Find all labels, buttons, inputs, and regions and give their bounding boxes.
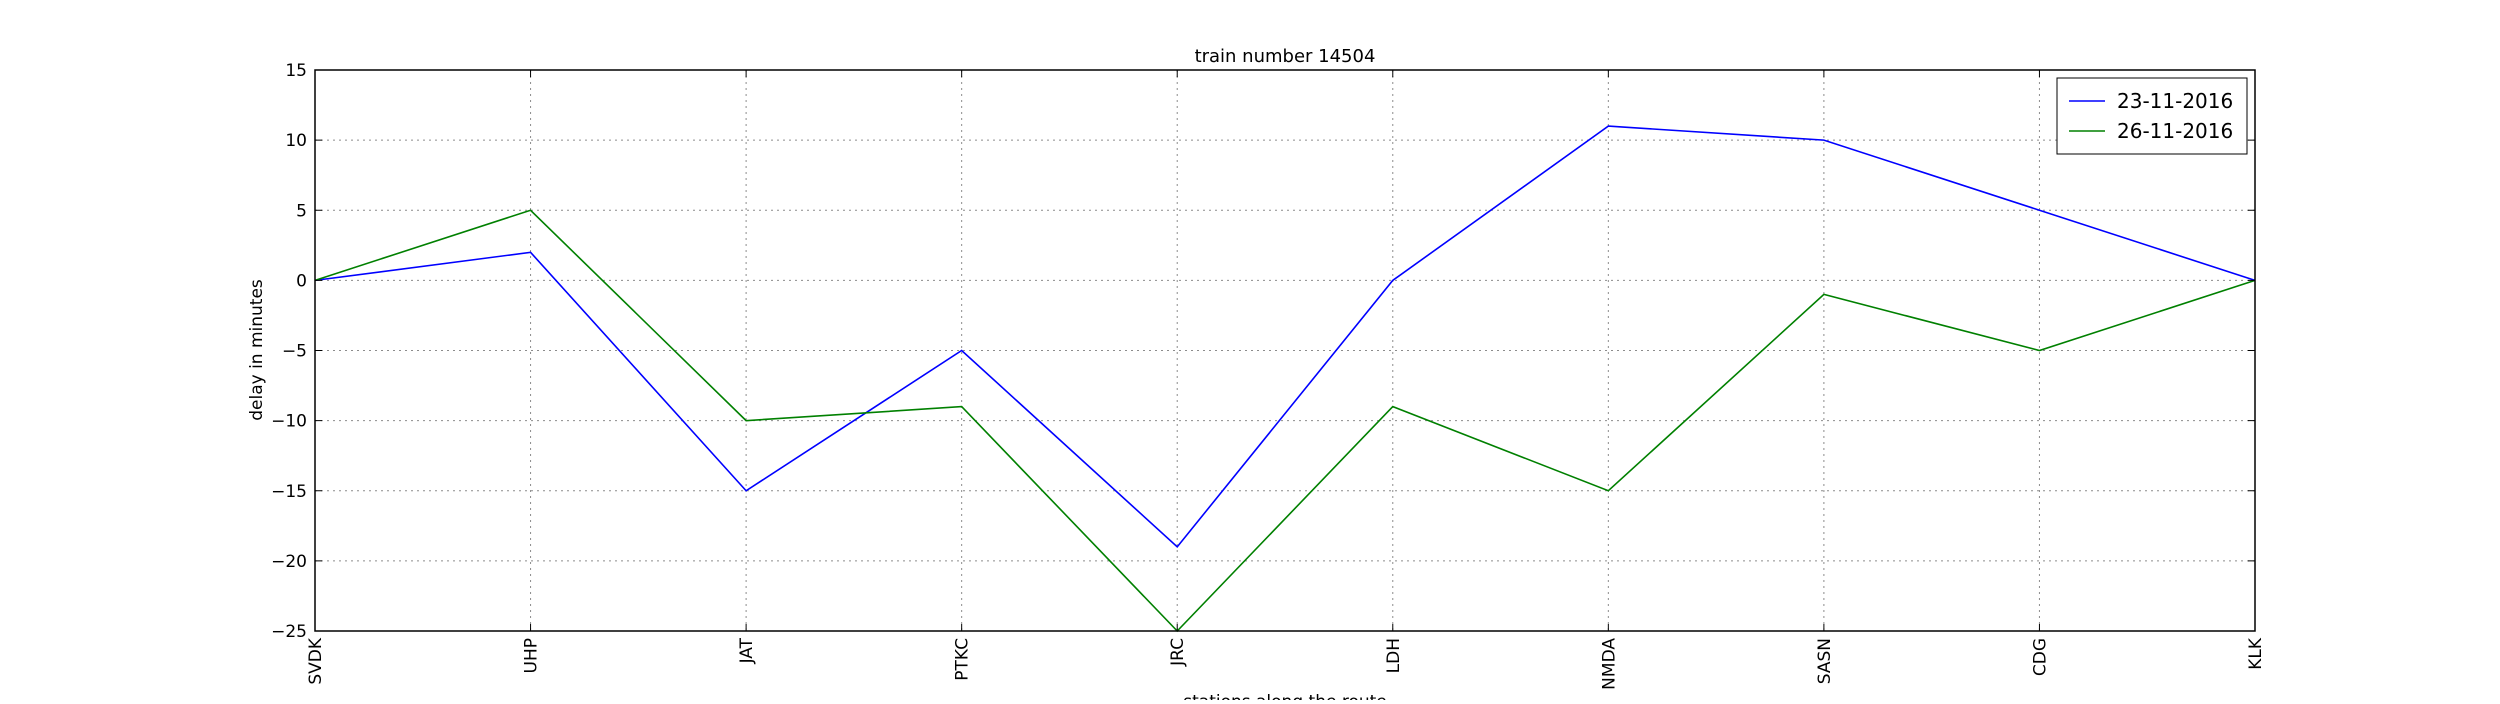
plot-frame [314, 69, 2256, 632]
x-tick-label: JRC [1168, 638, 1188, 667]
y-axis-label: delay in minutes [247, 279, 267, 421]
x-tick-label: JAT [737, 637, 757, 664]
y-tick-label: 0 [296, 271, 307, 291]
x-tick-label: KLK [2246, 637, 2266, 670]
x-tick-label: UHP [522, 638, 542, 673]
y-tick-label: −15 [271, 482, 307, 502]
grid-lines [314, 70, 2256, 631]
x-tick-label: LDH [1384, 638, 1404, 673]
x-tick-label: SASN [1815, 638, 1835, 684]
y-tick-label: 10 [285, 131, 307, 151]
y-tick-label: 15 [285, 61, 307, 81]
y-tick-label: −10 [271, 412, 307, 432]
y-tick-label: −20 [271, 552, 307, 572]
series-line-1 [314, 125, 2256, 549]
legend-box [2056, 77, 2248, 155]
axis-ticks: SVDK UHP JAT PTKC JRC LDH NMDA SASN CDG KLK −25 −20… [271, 61, 2266, 690]
x-tick-label: PTKC [953, 638, 973, 681]
series-lines [314, 125, 2256, 633]
x-tick-label: NMDA [1599, 638, 1619, 690]
y-tick-label: −25 [271, 622, 307, 642]
series-line-2 [314, 209, 2256, 633]
legend-label: 26-11-2016 [2117, 119, 2233, 143]
y-tick-label: −5 [282, 342, 307, 362]
chart-legend: 23-11-2016 26-11-2016 [2056, 77, 2248, 155]
chart-title: train number 14504 [1195, 46, 1376, 67]
x-tick-label: CDG [2030, 638, 2050, 676]
y-tick-label: 5 [296, 201, 307, 221]
legend-label: 23-11-2016 [2117, 89, 2233, 113]
x-tick-label: SVDK [306, 637, 326, 685]
x-axis-label: stations along the route [1183, 692, 1387, 700]
